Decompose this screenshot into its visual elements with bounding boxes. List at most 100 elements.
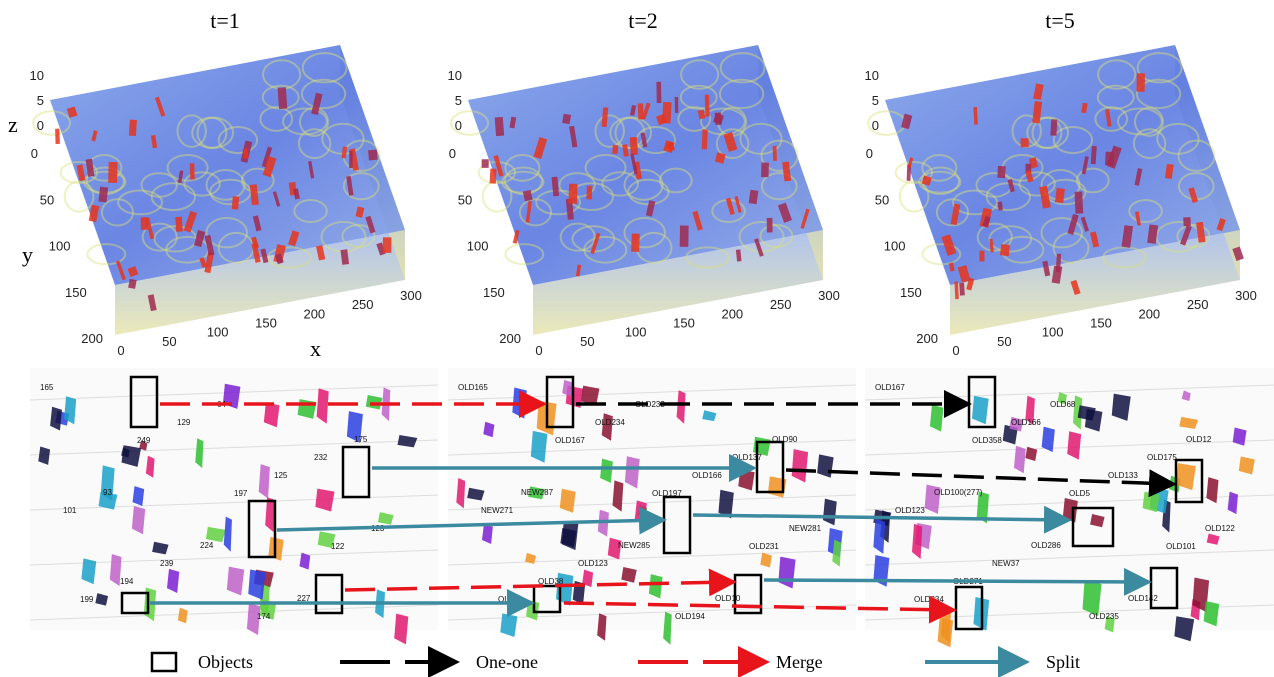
y-tick-label: 200 (81, 331, 103, 346)
y-tick-label: 50 (40, 192, 54, 207)
object-label: OLD123 (578, 559, 608, 568)
object-label: NEW271 (481, 506, 514, 515)
x-tick-label: 300 (400, 288, 422, 303)
y-tick-label: 200 (916, 331, 938, 346)
y-tick-label: 150 (483, 285, 505, 300)
object-label: 249 (137, 436, 151, 445)
object-label: NEW37 (992, 559, 1020, 568)
y-tick-label: 100 (884, 239, 906, 254)
object-label: 93 (103, 488, 112, 497)
x-tick-label: 150 (255, 316, 277, 331)
y-tick-label: 0 (866, 146, 873, 161)
object (1050, 119, 1057, 135)
object (232, 196, 239, 209)
object (998, 202, 1003, 211)
object (482, 159, 489, 168)
object-label: 101 (63, 506, 77, 515)
object-label: 232 (314, 453, 328, 462)
object (568, 184, 577, 204)
panel-title: t=1 (210, 8, 240, 33)
object-label: 129 (177, 418, 191, 427)
x-tick-label: 300 (818, 288, 840, 303)
object-label: OLD167 (875, 383, 905, 392)
x-tick-label: 200 (303, 306, 325, 321)
y-tick-label: 50 (458, 192, 472, 207)
x-tick-label: 250 (352, 297, 374, 312)
object-label: OLD166 (1011, 418, 1041, 427)
x-tick-label: 150 (1090, 316, 1112, 331)
object (562, 114, 571, 124)
legend-label: One-one (476, 652, 538, 672)
y-tick-label: 100 (467, 239, 489, 254)
object (705, 95, 710, 117)
z-tick-label: 10 (865, 68, 879, 83)
x-axis-label: x (310, 336, 321, 361)
y-tick-label: 200 (499, 331, 521, 346)
legend: Objects One-one Merge Split (152, 652, 1080, 672)
object (1137, 73, 1145, 91)
object-label: NEW287 (521, 488, 554, 497)
object-label: OLD12 (1186, 435, 1212, 444)
z-tick-label: 5 (455, 93, 462, 108)
y-tick-label: 100 (49, 239, 71, 254)
z-tick-label: 5 (37, 93, 44, 108)
x-tick-label: 200 (721, 306, 743, 321)
object (368, 150, 378, 161)
object (586, 186, 592, 200)
object-label: OLD68 (1050, 400, 1076, 409)
x-tick-label: 200 (1138, 306, 1160, 321)
content: t=10501001502002503000501001502000510xyz… (8, 8, 1274, 647)
object (612, 145, 618, 154)
object-label: OLD166 (692, 471, 722, 480)
object-label: 194 (120, 577, 134, 586)
x-tick-label: 50 (162, 334, 176, 349)
object (773, 146, 777, 161)
object-label: OLD5 (1069, 489, 1090, 498)
object (98, 187, 108, 203)
legend-label: Objects (198, 652, 253, 672)
object (630, 137, 638, 155)
object (631, 233, 640, 251)
object-label: 224 (200, 541, 214, 550)
object-label: NEW281 (789, 524, 822, 533)
object-label: OLD165 (458, 383, 488, 392)
object (662, 102, 672, 124)
object (1074, 192, 1083, 214)
y-axis-label: y (22, 242, 33, 267)
object (1183, 217, 1191, 226)
x-tick-label: 250 (1187, 297, 1209, 312)
object-label: OLD194 (675, 612, 705, 621)
z-tick-label: 10 (30, 68, 44, 83)
object (680, 225, 689, 246)
object-label: OLD234 (914, 595, 944, 604)
object (767, 218, 773, 233)
figure: t=10501001502002503000501001502000510xyz… (0, 0, 1274, 677)
object-label: 174 (257, 612, 271, 621)
x-tick-label: 100 (207, 325, 229, 340)
object (997, 166, 1005, 178)
object (979, 251, 984, 262)
object (675, 97, 679, 113)
object-label: OLD10 (715, 594, 741, 603)
object-label: OLD123 (895, 506, 925, 515)
object-label: 125 (274, 471, 288, 480)
x-tick-label: 50 (580, 334, 594, 349)
object (278, 87, 288, 109)
object (761, 163, 769, 178)
legend-label: Merge (776, 652, 823, 672)
object-label: OLD133 (1108, 471, 1138, 480)
object-label: 165 (40, 383, 54, 392)
object (500, 613, 517, 637)
object-label: OLD122 (1205, 524, 1235, 533)
x-tick-label: 100 (1042, 325, 1064, 340)
x-tick-label: 150 (673, 316, 695, 331)
y-tick-label: 50 (875, 192, 889, 207)
object-label: OLD286 (1031, 541, 1061, 550)
object-label: OLD234 (595, 418, 625, 427)
object (1174, 616, 1194, 641)
object (1055, 188, 1065, 203)
x-tick-label: 250 (770, 297, 792, 312)
object-label: OLD167 (555, 436, 585, 445)
z-tick-label: 5 (872, 93, 879, 108)
object-label: 122 (331, 542, 345, 551)
